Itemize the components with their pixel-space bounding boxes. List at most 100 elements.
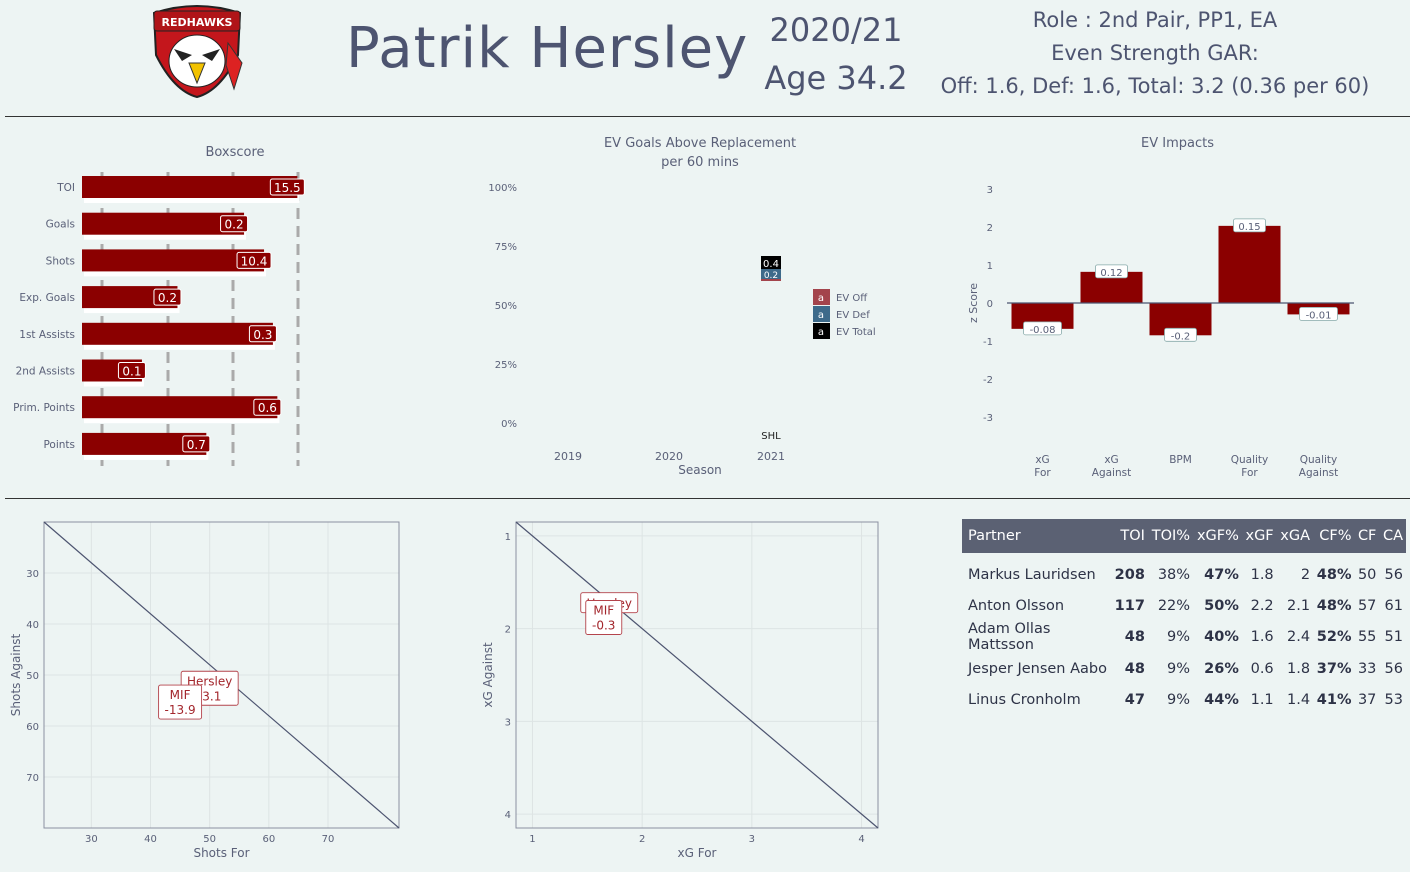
boxscore-value: 0.7 [187, 438, 206, 452]
gar-y-tick: 50% [495, 301, 517, 312]
scatter-label-name: MIF [170, 688, 191, 702]
impacts-bar [1218, 225, 1281, 303]
table-cell: 1.4 [1286, 691, 1311, 708]
table-cell: 1.6 [1250, 629, 1274, 645]
boxscore-bar [82, 176, 298, 198]
impacts-title: EV Impacts [1141, 136, 1214, 151]
column-header: CF% [1313, 519, 1355, 553]
boxscore-bar [82, 396, 278, 419]
boxscore-label: Shots [46, 255, 75, 267]
scatter-label-value: -3.1 [198, 689, 221, 703]
scatter-y-tick: 2 [505, 625, 511, 636]
gar-legend-label: EV Def [836, 310, 870, 321]
boxscore-value: 15.5 [274, 181, 301, 195]
column-header: TOI [1111, 519, 1148, 553]
gar-legend-key-text: a [818, 327, 824, 338]
gar-y-tick: 25% [495, 360, 517, 371]
season: 2020/21 [769, 11, 903, 49]
impacts-value-box [1299, 306, 1338, 321]
scatter-x-tick: 50 [203, 834, 216, 845]
column-header: TOI% [1147, 519, 1194, 553]
table-cell: 2 [1300, 566, 1311, 583]
gar-point-total [761, 256, 781, 269]
impacts-y-tick: -2 [983, 375, 993, 386]
impacts-x-label: Quality [1231, 454, 1269, 466]
table-cell: 1.8 [1250, 566, 1274, 583]
gar-y-tick: 100% [488, 183, 517, 194]
table-row: Markus Lauridsen 208 38% 47% 1.8 2 48% 50 56 [962, 553, 1406, 590]
gar-legend-label: EV Off [836, 293, 868, 304]
boxscore-value-box [248, 325, 277, 343]
table-cell: 61 [1384, 597, 1403, 614]
table-cell: 26% [1204, 660, 1239, 677]
boxscore-value-box [117, 362, 146, 379]
partner-name: Jesper Jensen Aabo [968, 660, 1107, 677]
gar-point-def-label: 0.2 [764, 271, 778, 281]
partner-name: Markus Lauridsen [968, 566, 1096, 583]
scatter-x-tick: 40 [144, 834, 157, 845]
impacts-x-label: xG [1035, 454, 1049, 466]
impacts-value: 0.12 [1100, 268, 1122, 279]
table-cell: 48 [1124, 629, 1145, 645]
scatter-x-tick: 2 [639, 834, 645, 845]
boxscore-value-box [253, 398, 282, 416]
impacts-y-tick: 1 [987, 261, 993, 272]
gar-legend-key [813, 306, 830, 322]
boxscore-value: 0.3 [253, 328, 272, 342]
impacts-y-tick: 0 [987, 299, 993, 310]
table-row: Anton Olsson 117 22% 50% 2.2 2.1 48% 57 61 [962, 590, 1406, 621]
table-cell: 2.1 [1286, 597, 1311, 614]
gar-legend-key-text: a [818, 310, 824, 321]
impacts-value-box [1023, 321, 1062, 336]
table-cell: 44% [1204, 691, 1239, 708]
impacts-x-label: BPM [1169, 454, 1192, 466]
impacts-ylabel: z Score [967, 283, 980, 323]
scatter-y-tick: 1 [505, 532, 511, 543]
role: Role : 2nd Pair, PP1, EA [1032, 8, 1278, 32]
impacts-x-label-2: Against [1299, 467, 1338, 479]
boxscore-bar [82, 432, 207, 455]
scatter-ylabel: xG Against [481, 642, 495, 708]
scatter-y-tick: 3 [505, 717, 511, 728]
column-header: xGF% [1193, 519, 1242, 553]
gar-legend-key [813, 289, 830, 305]
boxscore-value: 10.4 [241, 254, 268, 268]
table-cell: 2.2 [1250, 597, 1274, 614]
scatter-y-tick: 50 [26, 671, 39, 682]
gar-legend-label: EV Total [836, 327, 876, 338]
boxscore-value: 0.2 [225, 218, 244, 232]
table-cell: 208 [1114, 566, 1145, 583]
gar-point-def [761, 269, 781, 281]
column-header: CA [1379, 519, 1406, 553]
column-header: xGF [1241, 519, 1277, 553]
scatter-y-tick: 30 [26, 569, 39, 580]
scatter-y-tick: 40 [26, 620, 39, 631]
impacts-y-tick: 3 [987, 185, 993, 196]
impacts-value: 0.15 [1238, 222, 1260, 233]
scatter-label-value: -13.9 [165, 703, 196, 717]
table-cell: 9% [1167, 691, 1191, 708]
table-cell: 56 [1384, 660, 1403, 677]
gar-legend-key [813, 323, 830, 339]
impacts-value: -0.08 [1030, 325, 1056, 336]
boxscore-label: Points [43, 439, 75, 451]
impacts-x-label-2: Against [1092, 467, 1131, 479]
scatter-label-box-1 [158, 684, 203, 720]
gar-y-tick: 0% [501, 419, 517, 430]
impacts-x-label-2: For [1034, 467, 1051, 479]
table-cell: 56 [1384, 566, 1403, 583]
scatter-x-tick: 30 [85, 834, 98, 845]
gar-label: Even Strength GAR: [1051, 41, 1259, 65]
table-row: Adam Ollas Mattsson 48 9% 40% 1.6 2.4 52% 55 51 [962, 621, 1406, 653]
table-cell: 37% [1316, 660, 1352, 677]
impacts-value: -0.2 [1171, 331, 1191, 342]
boxscore-value: 0.1 [122, 365, 141, 379]
impacts-value-box [1233, 218, 1266, 233]
boxscore-label: TOI [56, 182, 75, 194]
gar-chart: 100% 75% 50% 25% 0% 2019 2020 2021 Season SHL 0.20… [488, 183, 876, 477]
table-cell: 41% [1316, 691, 1352, 708]
partner-name: Adam Ollas Mattsson [968, 621, 1051, 653]
boxscore-label: Prim. Points [13, 402, 75, 414]
